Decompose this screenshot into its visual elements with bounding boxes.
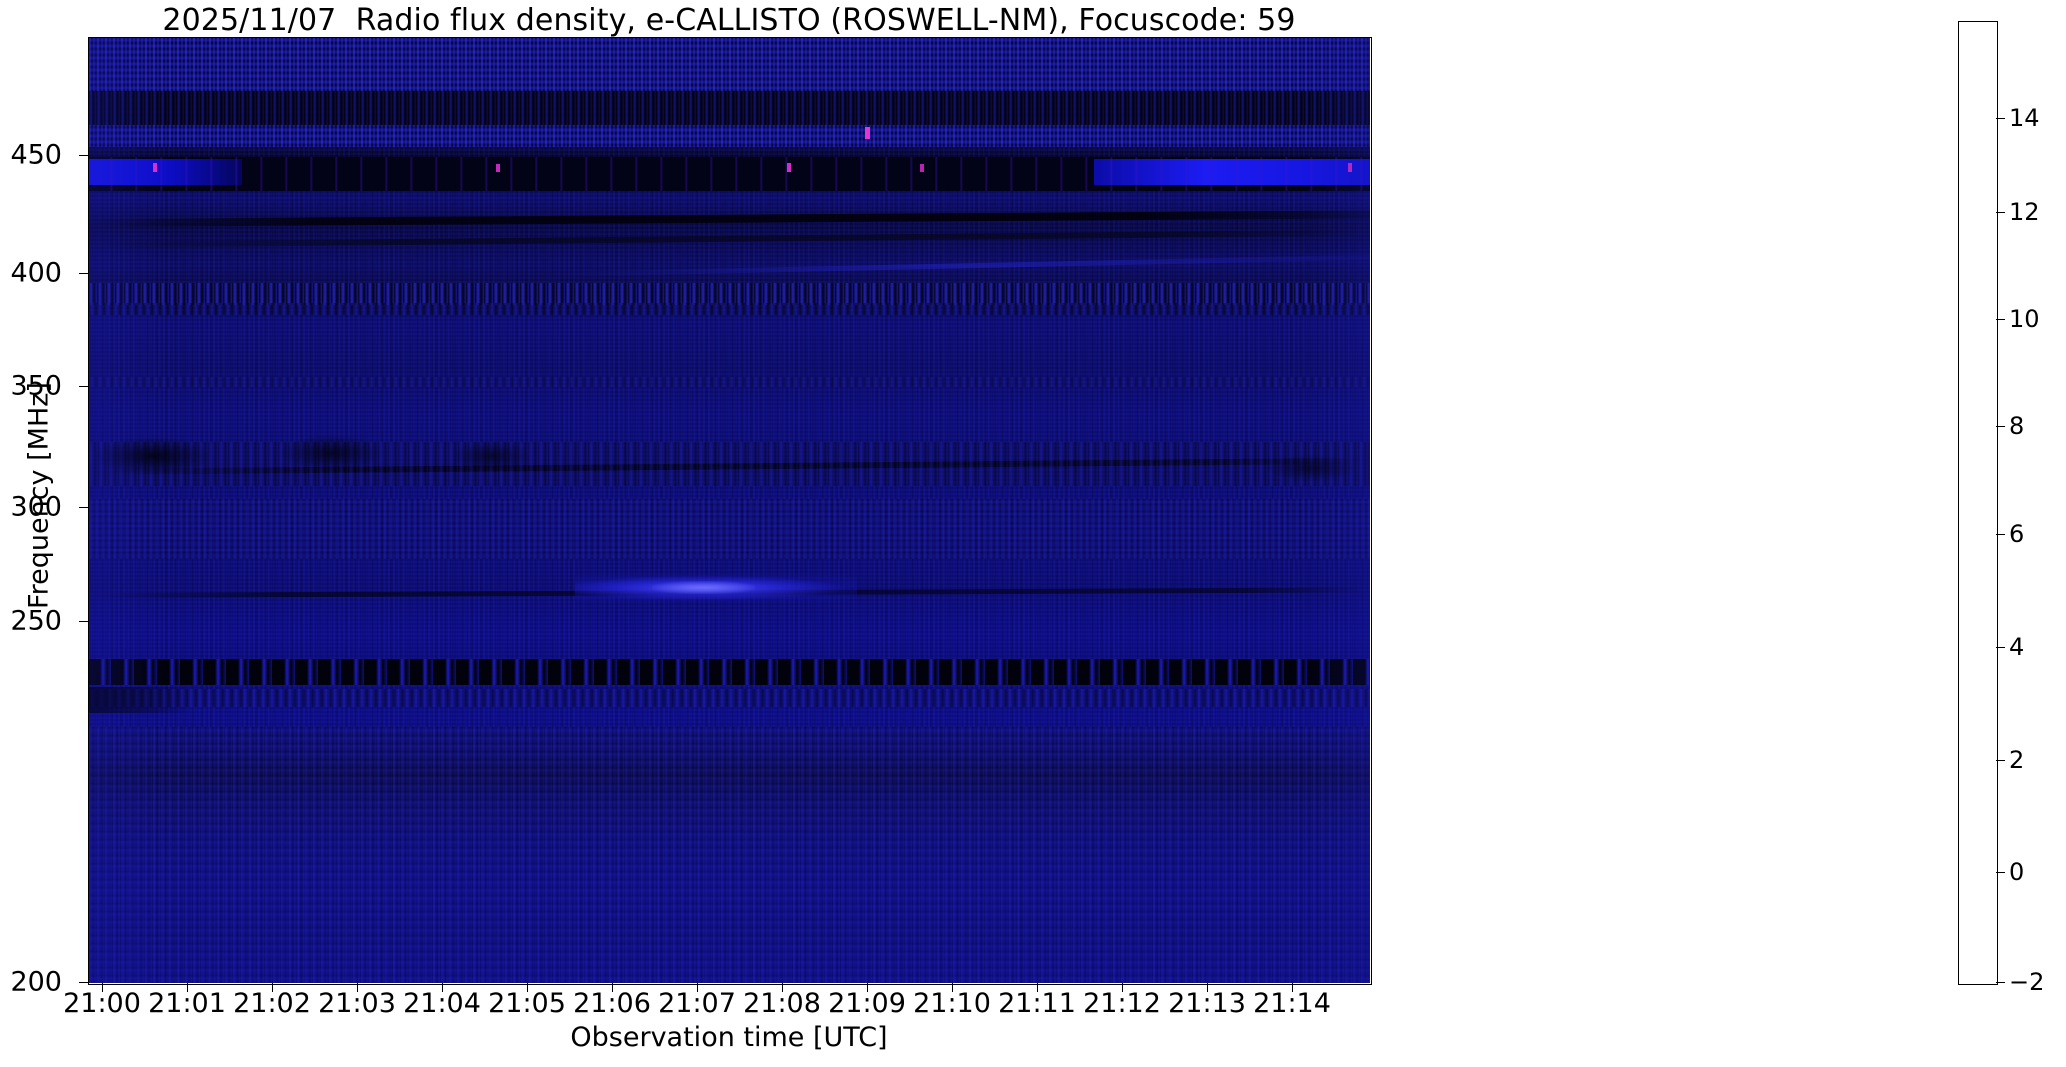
dark-patch-322-mid [280,435,383,471]
rfi-band-247 [88,659,1370,685]
y-tick-mark-250 [79,621,88,623]
magenta-speckle-a [153,163,158,172]
broadband-280-core [652,581,755,594]
y-tick-label-350: 350 [10,370,62,402]
colorbar-tick-label-10: 10 [2009,305,2040,333]
rfi-band-240 [88,689,1370,707]
x-tick-label-11: 21:11 [998,988,1076,1019]
colorbar-tick-label-2: 2 [2009,746,2025,774]
right-edge-brightening [1305,37,1370,983]
faint-band-352 [88,377,1370,387]
time-striping-layer-2 [88,37,1370,983]
bottom-blue-wash [88,37,1370,983]
magenta-speckle-c [786,163,791,172]
x-tick-label-3: 21:03 [318,988,396,1019]
texture-band-300 [88,499,1370,559]
channel-striping-layer [88,37,1370,983]
colorbar-tick-mark-0 [1996,872,2005,874]
colorbar-tick-label-8: 8 [2009,412,2025,440]
rfi-band-445-speckle [88,157,1370,191]
x-tick-mark-6 [612,983,614,992]
x-tick-mark-1 [187,983,189,992]
colorbar-tick-mark-6 [1996,534,2005,536]
x-tick-label-10: 21:10 [913,988,991,1019]
y-tick-mark-300 [79,507,88,509]
x-tick-mark-12 [1122,983,1124,992]
colorbar-tick-mark-8 [1996,426,2005,428]
y-tick-mark-450 [79,155,88,157]
x-tick-mark-13 [1207,983,1209,992]
dark-patch-313-left [94,437,210,475]
colorbar-tick-label-0: 0 [2009,858,2025,886]
y-tick-mark-200 [79,982,88,984]
y-tick-label-300: 300 [10,491,62,523]
x-tick-mark-0 [102,983,104,992]
magenta-speckle-b [495,164,500,172]
colorbar-tick-mark-2 [1996,760,2005,762]
x-tick-label-9: 21:09 [828,988,906,1019]
x-tick-label-1: 21:01 [148,988,226,1019]
colorbar-tick-label-minus2: −2 [2009,968,2045,996]
y-tick-mark-400 [79,273,88,275]
x-tick-mark-11 [1037,983,1039,992]
rfi-band-392 [88,303,1370,315]
colorbar-tick-mark-4 [1996,647,2005,649]
left-edge-brightening [88,37,165,983]
rfi-band-445-bright-left [88,159,242,185]
x-tick-label-13: 21:13 [1168,988,1246,1019]
noise-floor-layer [88,37,1370,983]
x-tick-mark-8 [782,983,784,992]
colorbar-tick-label-12: 12 [2009,198,2040,226]
time-striping-layer [88,37,1370,983]
y-tick-label-400: 400 [10,257,62,289]
y-tick-label-250: 250 [10,605,62,637]
texture-band-215 [88,727,1370,983]
colorbar-tick-mark-minus2 [1996,982,2005,984]
colorbar-tick-label-4: 4 [2009,633,2025,661]
x-tick-label-14: 21:14 [1253,988,1331,1019]
magenta-speckle-e [1348,163,1353,172]
x-tick-mark-7 [697,983,699,992]
x-tick-label-2: 21:02 [233,988,311,1019]
x-tick-label-0: 21:00 [63,988,141,1019]
colorbar-tick-mark-10 [1996,319,2005,321]
x-tick-label-8: 21:08 [743,988,821,1019]
spectrogram-image[interactable] [88,37,1370,983]
dark-patch-238-left [88,687,191,713]
colorbar-tick-mark-12 [1996,212,2005,214]
x-tick-mark-14 [1292,983,1294,992]
x-tick-mark-3 [357,983,359,992]
x-tick-label-4: 21:04 [403,988,481,1019]
y-tick-mark-350 [79,386,88,388]
y-tick-label-450: 450 [10,139,62,171]
x-tick-label-6: 21:06 [573,988,651,1019]
colorbar-tick-mark-14 [1996,118,2005,120]
magenta-speckle-d [920,164,925,172]
page-title: 2025/11/07 Radio flux density, e-CALLIST… [162,3,1296,38]
colorbar-tick-label-14: 14 [2009,104,2040,132]
x-axis-label: Observation time [UTC] [570,1022,888,1053]
y-tick-label-200: 200 [10,966,62,998]
magenta-speckle-f [864,127,870,139]
x-tick-mark-2 [272,983,274,992]
x-tick-mark-4 [442,983,444,992]
colorbar [1958,21,1998,985]
x-tick-label-12: 21:12 [1083,988,1161,1019]
colorbar-tick-label-6: 6 [2009,520,2025,548]
x-tick-mark-10 [952,983,954,992]
dark-patch-322-b [453,441,531,471]
rfi-band-465 [88,91,1370,125]
x-tick-label-5: 21:05 [488,988,566,1019]
rfi-band-445-bright-right [1094,159,1370,185]
x-tick-mark-5 [527,983,529,992]
dark-patch-322-c [1267,455,1358,481]
x-tick-mark-9 [867,983,869,992]
x-tick-label-7: 21:07 [658,988,736,1019]
rfi-band-395 [88,283,1370,305]
